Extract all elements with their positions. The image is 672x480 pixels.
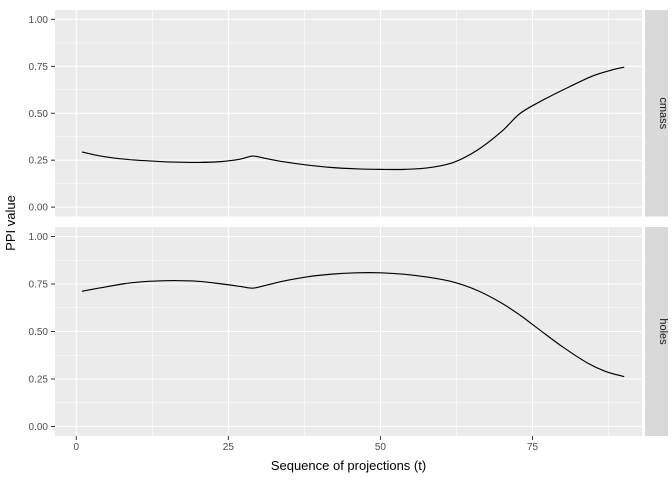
y-tick-label: 0.50: [29, 109, 49, 120]
x-tick-label: 0: [74, 442, 80, 453]
y-tick-label: 0.75: [29, 280, 49, 291]
chart-layers: 0.00 0.25 0.50 0.75 1.00 cmass 0.00 0.25 0.50 0.7…: [29, 10, 669, 453]
y-tick-label: 1.00: [29, 232, 49, 243]
facet-strip-label: holes: [657, 318, 669, 345]
x-tick-label: 75: [527, 442, 539, 453]
facet-strip-label: cmass: [657, 97, 669, 129]
y-tick-label: 0.00: [29, 422, 49, 433]
y-tick-label: 0.25: [29, 156, 49, 167]
y-tick-label: 0.75: [29, 62, 49, 73]
data-line-holes: [81, 272, 625, 378]
x-axis-title: Sequence of projections (t): [271, 458, 426, 473]
y-tick-label: 0.50: [29, 327, 49, 338]
facet-strip: [645, 227, 668, 436]
data-line-cmass: [81, 66, 625, 171]
facet-panel-cmass: 0.00 0.25 0.50 0.75 1.00 cmass: [29, 10, 669, 217]
facet-panel-holes: 0.00 0.25 0.50 0.75 1.00 holes 0 25 50 75: [29, 227, 669, 453]
y-axis-title: PPI value: [3, 195, 18, 251]
y-tick-label: 0.00: [29, 203, 49, 214]
facet-strip: [645, 10, 668, 217]
y-tick-label: 1.00: [29, 15, 49, 26]
y-tick-label: 0.25: [29, 375, 49, 386]
x-tick-label: 50: [375, 442, 387, 453]
x-tick-label: 25: [223, 442, 235, 453]
